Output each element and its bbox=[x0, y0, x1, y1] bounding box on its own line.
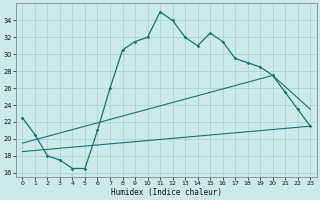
X-axis label: Humidex (Indice chaleur): Humidex (Indice chaleur) bbox=[111, 188, 222, 197]
